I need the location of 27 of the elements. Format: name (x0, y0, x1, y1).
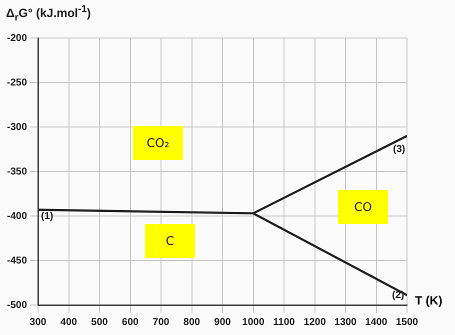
annotation: (1) (41, 211, 54, 222)
x-tick-label: 500 (91, 316, 108, 328)
x-tick-label: 1300 (334, 316, 358, 328)
annotation: (3) (393, 144, 406, 155)
y-tick-label: -250 (7, 77, 28, 88)
x-tick-label: 1200 (304, 316, 326, 328)
x-tick-label: 1000 (242, 316, 265, 328)
y-tick-label: -450 (7, 255, 28, 266)
x-tick-label: 1100 (273, 316, 296, 328)
x-tick-label: 900 (214, 316, 232, 328)
label-box: C (145, 224, 195, 258)
x-tick-label: 400 (60, 316, 78, 328)
label-box: CO (338, 190, 388, 224)
x-tick-label: 1400 (365, 316, 388, 328)
y-tick-label: -500 (7, 300, 28, 311)
x-tick-label: 600 (122, 316, 140, 328)
y-tick-label: -300 (7, 122, 28, 133)
x-tick-label: 1500 (396, 316, 419, 328)
y-axis-title: Δ$_{r}$G° (kJ.mol$^{-1}$) (5, 3, 92, 26)
label-box: CO₂ (133, 126, 183, 160)
y-tick-label: -400 (7, 210, 28, 222)
y-tick-label: -350 (7, 166, 28, 178)
x-axis-title: T (K) (415, 293, 442, 308)
x-tick-label: 700 (152, 316, 170, 328)
x-tick-label: 300 (30, 316, 47, 328)
y-tick-label: -200 (7, 32, 28, 44)
x-tick-label: 800 (183, 316, 201, 328)
